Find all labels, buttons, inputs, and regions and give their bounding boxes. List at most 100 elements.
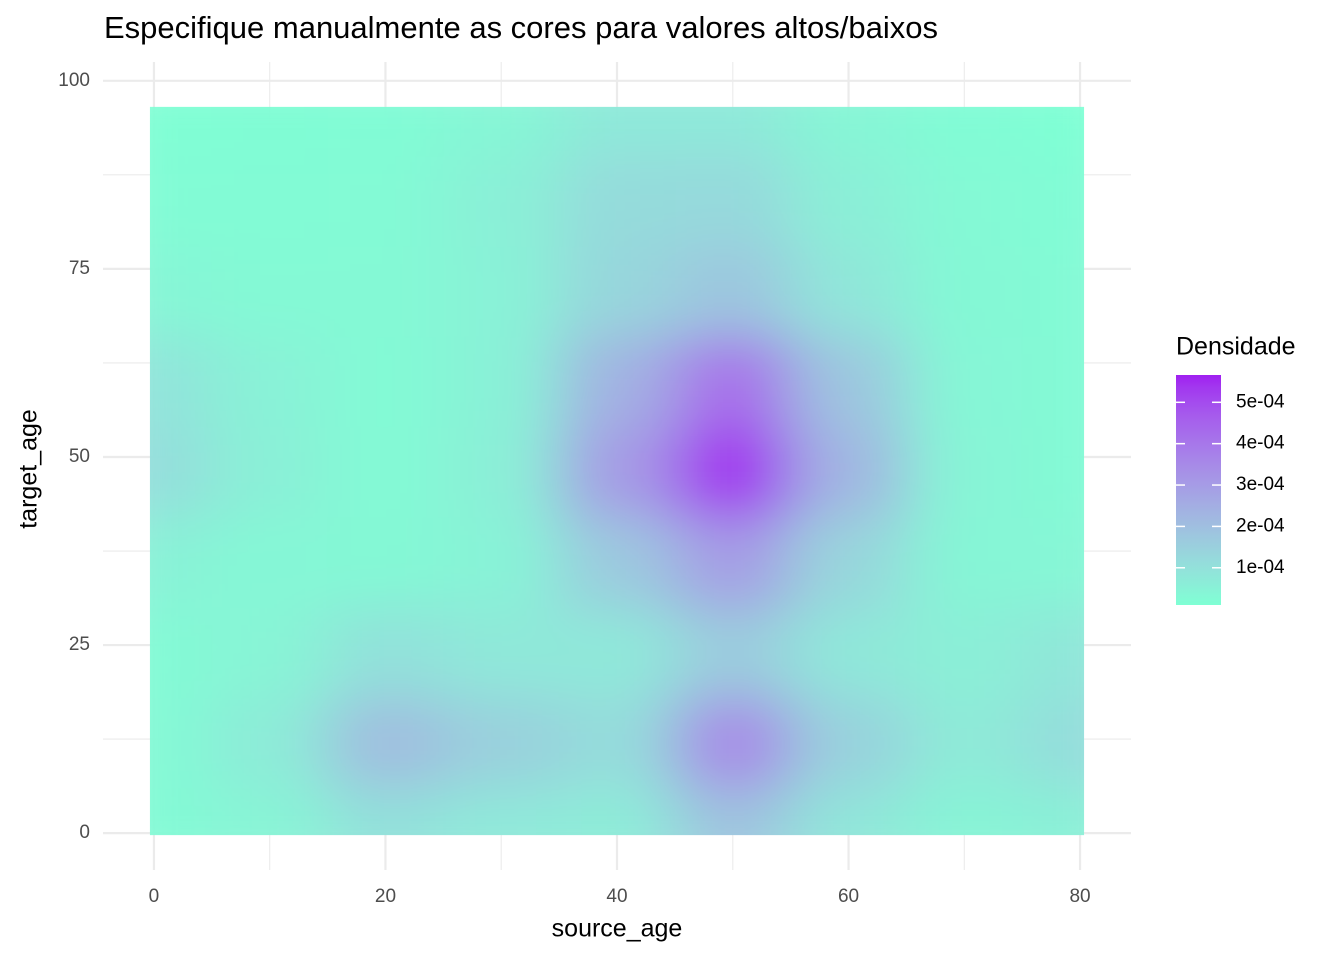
colorbar-tick-label: 2e-04 — [1236, 515, 1285, 536]
raster-cell — [1022, 697, 1085, 789]
y-axis-title: target_age — [15, 409, 43, 529]
raster-cell — [1022, 517, 1085, 608]
raster-cell — [211, 607, 329, 699]
raster-cell — [149, 697, 213, 789]
raster-cell — [790, 106, 907, 157]
raster-cell — [559, 106, 676, 157]
raster-cell — [149, 607, 213, 699]
raster-cell — [443, 607, 560, 699]
raster-cell — [674, 336, 792, 428]
raster-cell — [559, 336, 676, 428]
colorbar-tick-label: 1e-04 — [1236, 557, 1285, 578]
raster-cell — [674, 607, 792, 699]
raster-cell — [674, 697, 792, 789]
y-tick-label: 25 — [69, 634, 90, 655]
raster-cell — [559, 517, 676, 608]
raster-cell — [149, 156, 213, 247]
raster-cell — [327, 426, 444, 518]
raster-cell — [790, 517, 907, 608]
y-tick-label: 75 — [69, 258, 90, 279]
raster-cell — [149, 336, 213, 428]
raster-cell — [1022, 106, 1085, 157]
raster-cell — [211, 156, 329, 247]
legend-title: Densidade — [1176, 333, 1296, 361]
raster-cell — [443, 697, 560, 789]
raster-cell — [790, 336, 907, 428]
y-tick-label: 50 — [69, 446, 90, 467]
raster-cell — [149, 517, 213, 608]
raster — [149, 106, 1085, 836]
raster-cell — [1022, 246, 1085, 338]
raster-cell — [149, 106, 213, 157]
raster-cell — [790, 246, 907, 338]
raster-clip-group — [149, 106, 1085, 836]
chart-title: Especifique manualmente as cores para va… — [104, 10, 938, 45]
raster-cell — [559, 426, 676, 518]
raster-cell — [443, 517, 560, 608]
raster-cell — [211, 426, 329, 518]
raster-cell — [906, 697, 1023, 789]
y-tick-label: 100 — [58, 70, 90, 91]
raster-cell — [906, 336, 1023, 428]
raster-cell — [443, 246, 560, 338]
x-tick-label: 60 — [838, 886, 859, 907]
raster-cell — [149, 787, 213, 836]
raster-cell — [211, 106, 329, 157]
raster-cell — [906, 106, 1023, 157]
raster-cell — [906, 246, 1023, 338]
raster-cell — [443, 787, 560, 836]
raster-cell — [443, 426, 560, 518]
raster-cell — [1022, 156, 1085, 247]
raster-cell — [674, 787, 792, 836]
raster-cell — [559, 787, 676, 836]
raster-cell — [211, 336, 329, 428]
raster-cell — [443, 106, 560, 157]
raster-cell — [149, 246, 213, 338]
raster-cell — [790, 607, 907, 699]
raster-cell — [327, 607, 444, 699]
x-tick-label: 40 — [606, 886, 627, 907]
y-tick-label: 0 — [79, 822, 90, 843]
raster-cell — [149, 426, 213, 518]
raster-cell — [674, 106, 792, 157]
raster-cell — [327, 156, 444, 247]
raster-cell — [327, 787, 444, 836]
colorbar-tick-label: 4e-04 — [1236, 433, 1285, 454]
raster-cell — [211, 246, 329, 338]
raster-cell — [1022, 787, 1085, 836]
raster-cell — [327, 246, 444, 338]
colorbar-tick-label: 3e-04 — [1236, 474, 1285, 495]
raster-cell — [327, 336, 444, 428]
raster-cell — [906, 607, 1023, 699]
x-axis-title: source_age — [552, 915, 683, 943]
raster-cell — [211, 787, 329, 836]
colorbar — [1176, 375, 1221, 605]
raster-cell — [559, 156, 676, 247]
raster-cell — [674, 246, 792, 338]
raster-cell — [327, 106, 444, 157]
raster-cell — [906, 426, 1023, 518]
raster-cell — [443, 336, 560, 428]
raster-cell — [443, 156, 560, 247]
raster-cell — [790, 156, 907, 247]
raster-cell — [906, 156, 1023, 247]
x-tick-label: 20 — [375, 886, 396, 907]
x-tick-label: 80 — [1069, 886, 1090, 907]
raster-cell — [1022, 426, 1085, 518]
raster-cell — [790, 697, 907, 789]
x-tick-label: 0 — [149, 886, 160, 907]
raster-cell — [1022, 336, 1085, 428]
raster-cell — [906, 787, 1023, 836]
raster-cell — [327, 517, 444, 608]
raster-cell — [211, 697, 329, 789]
colorbar-tick-label: 5e-04 — [1236, 391, 1285, 412]
legend: Densidade 1e-04 2e-04 3e-04 4e-04 5e-04 — [1176, 333, 1296, 605]
raster-cell — [559, 697, 676, 789]
raster-cell — [327, 697, 444, 789]
raster-cell — [674, 426, 792, 518]
raster-cell — [559, 607, 676, 699]
raster-cell — [559, 246, 676, 338]
raster-cell — [1022, 607, 1085, 699]
